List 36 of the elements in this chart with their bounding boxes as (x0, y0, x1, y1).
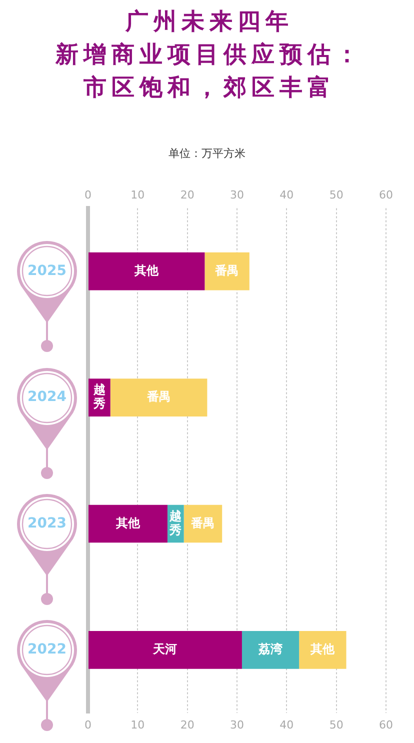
x2-tick-label: 0 (84, 188, 92, 202)
data-label: 番禺 (214, 263, 240, 278)
x2-tick-label: 10 (130, 188, 145, 202)
data-label: 其他 (134, 263, 160, 278)
bar (110, 378, 208, 416)
y-tick-label: 2024 (28, 389, 67, 406)
data-label: 其他 (114, 516, 141, 530)
x-tick-label: 30 (230, 718, 244, 732)
x2-tick-label: 40 (280, 188, 294, 202)
x-tick-label: 60 (379, 718, 393, 732)
bar (88, 252, 205, 290)
x-tick-label: 50 (329, 718, 344, 732)
chart-title: 广州未来四年新增商业项目供应预估：市区饱和，郊区丰富 (54, 8, 364, 103)
y-tick-label: 2022 (28, 642, 66, 658)
x2-tick-label: 60 (379, 188, 393, 202)
y-tick-label: 2023 (28, 515, 66, 532)
x-tick-label: 40 (280, 718, 294, 732)
data-label: 番禺 (190, 516, 215, 530)
data-label: 荔湾 (258, 642, 283, 656)
bar (88, 631, 242, 669)
x-tick-label: 10 (130, 718, 145, 732)
y-tick-label: 2025 (28, 262, 66, 279)
x2-tick-label: 30 (230, 188, 244, 202)
x-tick-label: 20 (180, 718, 194, 732)
chart-subtitle: 单位：万平方米 (168, 146, 246, 161)
x-tick-label: 0 (84, 718, 92, 732)
data-label: 越秀 (168, 508, 182, 537)
data-label: 天河 (152, 642, 178, 656)
data-label: 越秀 (92, 382, 106, 411)
bar (242, 631, 300, 669)
bar (88, 504, 168, 543)
data-label: 番禺 (146, 390, 171, 404)
bar (299, 631, 346, 669)
x2-tick-label: 20 (180, 188, 194, 202)
data-label: 其他 (310, 642, 336, 656)
x2-tick-label: 50 (329, 188, 344, 202)
